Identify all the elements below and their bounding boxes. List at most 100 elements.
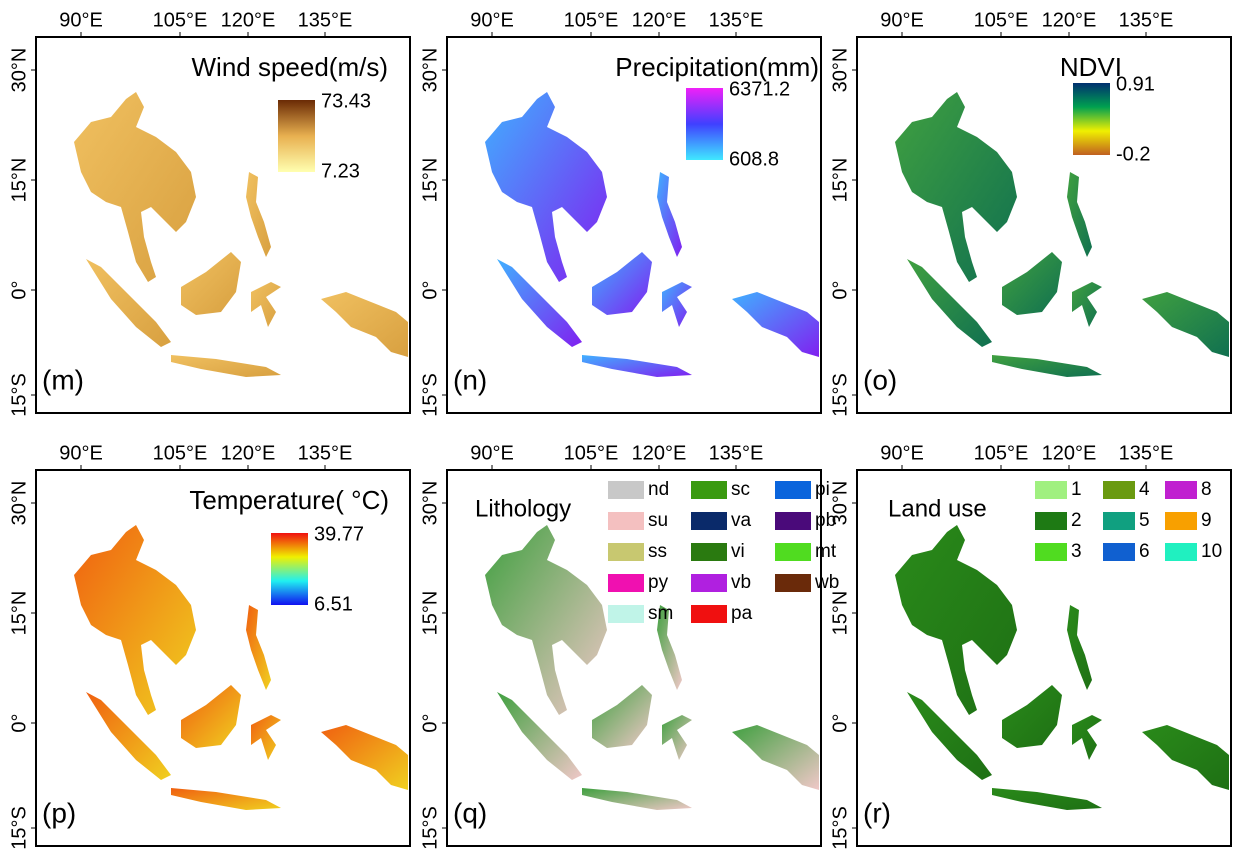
colorbar (271, 533, 308, 605)
lon-tick-label: 135°E (709, 9, 764, 31)
map-panel: 90°E 105°E 120°E 135°E 30°N 15°N 0° 15°S Tempera… (8, 442, 411, 850)
frame (856, 469, 1232, 847)
lat-tick-label: 30°N (829, 481, 851, 526)
legend-swatch (1165, 481, 1197, 499)
lat-tick-label: 15°N (829, 158, 851, 203)
land-area (485, 525, 819, 810)
lon-tick-label: 105°E (153, 442, 208, 464)
legend-swatch (1035, 481, 1067, 499)
lon-tick-label: 105°E (974, 442, 1029, 464)
colorbar-min: 6.51 (314, 593, 353, 615)
colorbar-max: 73.43 (321, 90, 371, 112)
lon-tick-label: 90°E (59, 9, 103, 31)
panel-title: Precipitation(mm) (615, 52, 819, 82)
legend-swatch (608, 605, 644, 623)
legend-label: wb (814, 572, 839, 593)
legend-label: vi (731, 541, 745, 562)
lat-tick-label: 0° (8, 280, 30, 299)
land-area (895, 525, 1229, 810)
lon-tick-label: 90°E (470, 442, 514, 464)
legend-label: 9 (1201, 510, 1212, 531)
legend-swatch (608, 543, 644, 561)
lat-tick-label: 15°S (8, 806, 30, 850)
frame (35, 469, 411, 847)
colorbar-min: -0.2 (1116, 143, 1150, 165)
lat-tick-label: 0° (829, 280, 851, 299)
legend-swatch (691, 605, 727, 623)
legend-label: 3 (1071, 541, 1082, 562)
land-area (74, 92, 408, 377)
legend-label: 2 (1071, 510, 1082, 531)
legend-swatch (691, 512, 727, 530)
legend-swatch (775, 481, 811, 499)
legend-swatch (775, 543, 811, 561)
land-area (74, 525, 408, 810)
lon-tick-label: 120°E (221, 442, 276, 464)
map-panel: 90°E 105°E 120°E 135°E 30°N 15°N 0° 15°S Wind sp… (8, 9, 411, 417)
legend-label: va (731, 510, 752, 531)
lat-tick-label: 15°N (419, 158, 441, 203)
colorbar-min: 608.8 (729, 148, 779, 170)
colorbar (1073, 83, 1110, 155)
colorbar-max: 39.77 (314, 523, 364, 545)
legend-label: mt (815, 541, 837, 562)
legend-swatch (691, 481, 727, 499)
legend-label: ss (648, 541, 667, 562)
legend-swatch (1103, 543, 1135, 561)
legend-swatch (1035, 543, 1067, 561)
lon-tick-label: 135°E (709, 442, 764, 464)
lat-tick-label: 30°N (8, 48, 30, 93)
panel-label: (n) (453, 364, 487, 395)
lat-tick-label: 15°S (419, 806, 441, 850)
legend-swatch (691, 543, 727, 561)
colorbar-max: 0.91 (1116, 73, 1155, 95)
lat-tick-label: 30°N (829, 48, 851, 93)
colorbar-min: 7.23 (321, 160, 360, 182)
frame (856, 36, 1232, 414)
lon-tick-label: 135°E (1119, 9, 1174, 31)
map-panel: 90°E 105°E 120°E 135°E 30°N 15°N 0° 15°S Litholo… (419, 442, 839, 850)
colorbar-max: 6371.2 (729, 78, 790, 100)
lon-tick-label: 120°E (632, 442, 687, 464)
colorbar (686, 88, 723, 160)
lon-tick-label: 135°E (298, 9, 353, 31)
legend-label: sm (648, 603, 673, 624)
legend-label: 5 (1139, 510, 1150, 531)
panel-label: (q) (453, 797, 487, 828)
lon-tick-label: 120°E (221, 9, 276, 31)
lat-tick-label: 0° (8, 713, 30, 732)
lon-tick-label: 135°E (1119, 442, 1174, 464)
land-area (895, 92, 1229, 377)
frame (446, 469, 822, 847)
lon-tick-label: 105°E (153, 9, 208, 31)
legend-swatch (608, 574, 644, 592)
map-panel: 90°E 105°E 120°E 135°E 30°N 15°N 0° 15°S NDVI (o)… (829, 9, 1232, 417)
map-panel: 90°E 105°E 120°E 135°E 30°N 15°N 0° 15°S Land us… (829, 442, 1232, 850)
lat-tick-label: 15°S (8, 373, 30, 417)
legend-label: 6 (1139, 541, 1150, 562)
legend-label: py (648, 572, 669, 593)
lon-tick-label: 120°E (1042, 9, 1097, 31)
panel-label: (r) (863, 797, 891, 828)
panel-title: Land use (888, 495, 987, 522)
lon-tick-label: 90°E (59, 442, 103, 464)
panel-title: Temperature( °C) (189, 485, 389, 515)
lat-tick-label: 15°S (829, 373, 851, 417)
map-panel: 90°E 105°E 120°E 135°E 30°N 15°N 0° 15°S Precipi… (419, 9, 822, 417)
legend-label: pi (815, 479, 830, 500)
lat-tick-label: 15°S (829, 806, 851, 850)
colorbar (278, 100, 315, 172)
lat-tick-label: 0° (829, 713, 851, 732)
panel-label: (p) (42, 797, 76, 828)
legend-label: su (648, 510, 668, 531)
legend-label: 8 (1201, 479, 1212, 500)
lat-tick-label: 15°N (829, 591, 851, 636)
lon-tick-label: 90°E (880, 442, 924, 464)
frame (35, 36, 411, 414)
panel-title: NDVI (1060, 52, 1122, 82)
frame (446, 36, 822, 414)
legend-label: nd (648, 479, 669, 500)
lat-tick-label: 0° (419, 713, 441, 732)
legend-label: 1 (1071, 479, 1082, 500)
